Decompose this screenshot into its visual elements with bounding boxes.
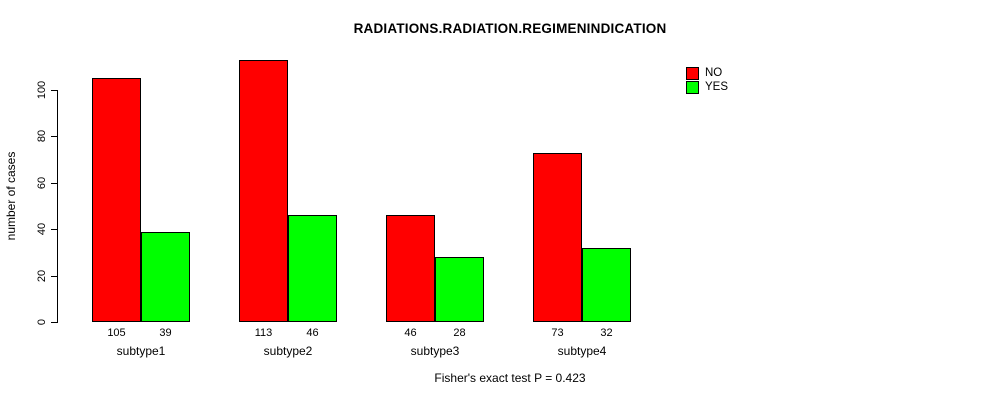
count-label-no-subtype2: 113 <box>254 327 273 339</box>
count-label-yes-subtype1: 39 <box>159 327 172 339</box>
bar-no-subtype4 <box>533 153 582 322</box>
count-label-yes-subtype3: 28 <box>453 327 466 339</box>
legend-item-no: NO <box>686 66 728 80</box>
bar-no-subtype1 <box>92 78 141 322</box>
annotation-fishers-test: Fisher's exact test P = 0.423 <box>434 371 586 385</box>
y-tick-label-80: 80 <box>36 129 48 143</box>
y-tick-20 <box>51 276 57 277</box>
y-tick-label-60: 60 <box>36 176 48 190</box>
y-axis-label: number of cases <box>4 151 18 241</box>
count-label-no-subtype4: 73 <box>551 327 564 339</box>
legend-label-no: NO <box>705 66 723 79</box>
y-axis <box>57 90 58 323</box>
y-tick-label-0: 0 <box>36 318 48 326</box>
bar-yes-subtype4 <box>582 248 631 322</box>
bar-yes-subtype3 <box>435 257 484 322</box>
y-tick-label-40: 40 <box>36 222 48 236</box>
legend-swatch-no <box>686 66 699 80</box>
count-label-no-subtype3: 46 <box>404 327 417 339</box>
bar-no-subtype3 <box>386 215 435 322</box>
x-category-label-subtype1: subtype1 <box>116 344 166 358</box>
legend-label-yes: YES <box>705 80 729 93</box>
chart-title: RADIATIONS.RADIATION.REGIMENINDICATION <box>353 21 667 36</box>
y-tick-80 <box>51 136 57 137</box>
count-label-no-subtype1: 105 <box>107 327 126 339</box>
bar-yes-subtype2 <box>288 215 337 322</box>
legend: NO YES <box>686 66 728 94</box>
bar-no-subtype2 <box>239 60 288 322</box>
y-tick-0 <box>51 322 57 323</box>
y-tick-100 <box>51 90 57 91</box>
y-tick-label-100: 100 <box>36 80 48 100</box>
x-category-label-subtype4: subtype4 <box>557 344 607 358</box>
y-tick-60 <box>51 183 57 184</box>
bar-yes-subtype1 <box>141 232 190 322</box>
x-category-label-subtype2: subtype2 <box>263 344 313 358</box>
x-category-label-subtype3: subtype3 <box>410 344 460 358</box>
count-label-yes-subtype2: 46 <box>306 327 319 339</box>
legend-item-yes: YES <box>686 80 728 94</box>
count-label-yes-subtype4: 32 <box>600 327 613 339</box>
y-tick-40 <box>51 229 57 230</box>
legend-swatch-yes <box>686 80 699 94</box>
y-tick-label-20: 20 <box>36 269 48 283</box>
